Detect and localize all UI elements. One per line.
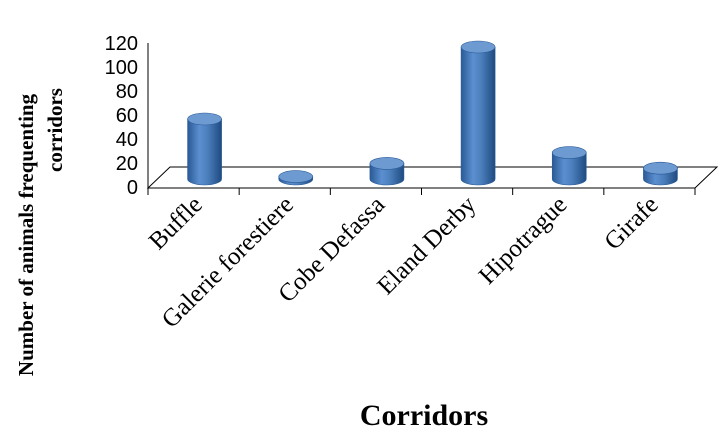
bar-eland-derby: [460, 40, 496, 186]
bar-top: [460, 40, 496, 54]
x-tick-label: Buffle: [144, 191, 208, 255]
y-tick-label: 0: [127, 177, 138, 199]
bar-hipotrague: [551, 146, 587, 186]
y-tick-label: 80: [116, 81, 138, 103]
x-axis-title: Corridors: [360, 399, 488, 432]
bar-galerie-forestiere: [278, 170, 314, 186]
y-axis-title-line-2: corridors: [43, 88, 67, 172]
bar-top: [369, 157, 405, 170]
bar-body: [551, 152, 587, 186]
bars: [187, 40, 678, 186]
x-tick-label: Girafe: [599, 191, 663, 255]
y-tick-label: 40: [116, 129, 138, 151]
x-tick-label: Hipotrague: [474, 191, 573, 290]
y-tick-label: 120: [105, 33, 138, 55]
y-tick-label: 60: [116, 105, 138, 127]
x-tick-label: Eland Derby: [372, 191, 481, 300]
bar-buffle: [187, 112, 222, 186]
bar-top: [643, 161, 678, 175]
bar-girafe: [643, 161, 678, 186]
chart-floor: [146, 166, 719, 189]
bar-cobe-defassa: [369, 157, 405, 186]
y-axis-title-line-1: Number of animals frequenting: [14, 93, 38, 376]
bar-body: [187, 118, 222, 186]
bar-top: [551, 146, 587, 159]
bar-top: [278, 170, 314, 183]
bar-top: [187, 112, 222, 126]
bar-body: [460, 46, 496, 186]
y-tick-label: 100: [105, 57, 138, 79]
x-axis-tick-marks: [147, 188, 696, 195]
y-tick-label: 20: [116, 153, 138, 175]
